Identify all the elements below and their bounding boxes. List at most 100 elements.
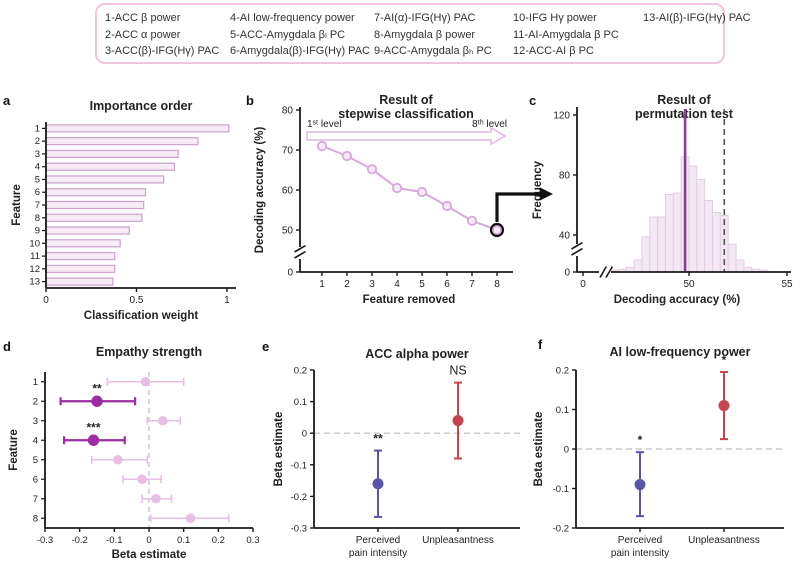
bar-feature-2: [45, 137, 199, 146]
x-tick-label: 1: [319, 279, 325, 290]
x-tick-label: 0.5: [130, 295, 144, 306]
x-tick-label: 8: [494, 279, 500, 290]
bar-feature-3: [45, 149, 179, 159]
y-tick-label: 0: [564, 445, 569, 456]
data-point-1: [316, 140, 328, 152]
y-tick-label: 9: [35, 226, 40, 237]
y-tick-label: 0: [287, 268, 293, 279]
chart-title: Importance order: [90, 99, 193, 113]
y-tick-label: 80: [559, 171, 571, 182]
ai-low-frequency-power-chart: AI low-frequency power -0.2 -0.1 0 0.1 0.2 * Pe…: [533, 345, 784, 559]
y-tick-label: 0: [564, 268, 570, 279]
legend-column-3: 7-AI(α)-IFG(Hγ) PAC 8-Amygdala β power 9-A…: [374, 10, 513, 62]
x-tick-label: 0.3: [246, 535, 259, 546]
histogram-bin: [688, 165, 698, 273]
acc-alpha-power-chart: ACC alpha power -0.3 -0.2 -0.1 0 0.1 0.2 ** Perc…: [273, 347, 520, 559]
highlighted-last-point-ring: [489, 222, 505, 238]
legend-column-5: 13-AI(β)-IFG(Hγ) PAC: [643, 10, 751, 62]
bar-feature-1: [45, 124, 230, 133]
legend-item: 10-IFG Hγ power: [513, 12, 597, 24]
y-tick-label: -0.1: [291, 460, 307, 471]
panel-letter-a: a: [3, 93, 11, 108]
y-tick-label: 4: [35, 162, 40, 173]
bar-feature-7: [45, 200, 145, 210]
x-category-label: Unpleasantness: [422, 535, 494, 546]
panel-letter-f: f: [538, 337, 543, 352]
level-direction-arrow: [306, 126, 507, 146]
histogram-bin: [641, 236, 651, 273]
x-tick-label: 5: [419, 279, 425, 290]
bar-feature-5: [45, 175, 165, 184]
y-tick-label: 7: [33, 494, 38, 505]
b-to-c-arrow: [495, 187, 553, 222]
y-tick-label: -0.2: [553, 524, 569, 535]
y-axis-label: Beta estimate: [533, 412, 545, 487]
y-tick-label: 3: [33, 416, 38, 427]
y-tick-label: 0.1: [556, 405, 569, 416]
x-tick-label: 55: [781, 279, 793, 290]
histogram-bin: [649, 216, 659, 273]
bar-feature-10: [45, 239, 121, 248]
bar-feature-9: [45, 226, 130, 235]
y-axis-label: Feature: [11, 184, 23, 226]
y-tick-label: 8: [35, 213, 40, 224]
chart-title: ACC alpha power: [365, 347, 469, 361]
y-tick-label: 0.2: [294, 366, 307, 377]
y-tick-label: 10: [29, 238, 40, 249]
chart-title: Result of: [657, 93, 711, 107]
beta-point-feature-2: [91, 395, 103, 407]
beta-point-pain-intensity: [634, 479, 646, 491]
x-tick-label: -0.3: [37, 535, 53, 546]
data-point-7: [466, 215, 478, 226]
y-tick-label: 5: [33, 455, 38, 466]
x-tick-label: -0.2: [71, 535, 87, 546]
histogram-bin: [712, 212, 721, 273]
legend-item: 13-AI(β)-IFG(Hγ) PAC: [643, 12, 751, 24]
y-tick-label: 6: [35, 187, 40, 198]
beta-point-feature-1: [140, 376, 151, 387]
y-tick-label: 8: [33, 513, 38, 524]
x-axis-label: Feature removed: [363, 294, 456, 306]
y-tick-label: 4: [33, 435, 38, 446]
x-axis-label: Beta estimate: [112, 549, 187, 561]
y-tick-label: 1: [33, 377, 38, 388]
x-tick-label: 0: [146, 535, 151, 546]
y-tick-label: 40: [559, 231, 571, 242]
x-tick-label: 1: [224, 295, 230, 306]
bar-feature-13: [45, 277, 114, 286]
x-tick-label: 4: [394, 279, 400, 290]
significance-label: *: [722, 353, 727, 367]
data-point-5: [416, 186, 428, 198]
legend-item: 11-AI-Amygdala β PC: [513, 28, 619, 41]
feature-legend-box: 1-ACC β power 2-ACC α power 3-ACC(β)-IFG(H…: [95, 3, 751, 64]
y-tick-label: 70: [282, 146, 294, 157]
data-point-8: [491, 224, 503, 236]
beta-point-unpleasantness: [718, 400, 730, 412]
x-category-label: pain intensity: [349, 548, 407, 559]
y-tick-label: -0.3: [291, 524, 307, 535]
data-point-6: [441, 200, 453, 212]
y-tick-label: 11: [30, 251, 40, 262]
legend-item: 12-ACC-AI β PC: [513, 45, 594, 57]
beta-point-feature-3: [158, 415, 168, 426]
x-tick-label: 0: [43, 295, 49, 306]
y-tick-label: 50: [282, 226, 294, 237]
histogram-bin: [704, 200, 714, 273]
y-axis-label: Frequency: [532, 160, 544, 219]
y-tick-label: 80: [282, 106, 294, 117]
histogram-bin: [657, 216, 666, 273]
histogram-bin: [696, 179, 706, 273]
panel-letter-d: d: [3, 339, 11, 354]
y-tick-label: 1: [35, 123, 40, 134]
legend-item: 2-ACC α power: [105, 28, 181, 41]
chart-title: Empathy strength: [96, 345, 202, 359]
beta-point-feature-5: [112, 454, 123, 465]
bar-feature-4: [45, 162, 176, 171]
y-tick-label: 120: [553, 111, 570, 122]
legend-column-2: 4-AI low-frequency power 5-ACC-Amygdala β…: [230, 10, 374, 62]
x-tick-label: 50: [683, 279, 695, 290]
y-axis-label: Beta estimate: [273, 412, 285, 487]
bar-feature-6: [45, 188, 147, 197]
